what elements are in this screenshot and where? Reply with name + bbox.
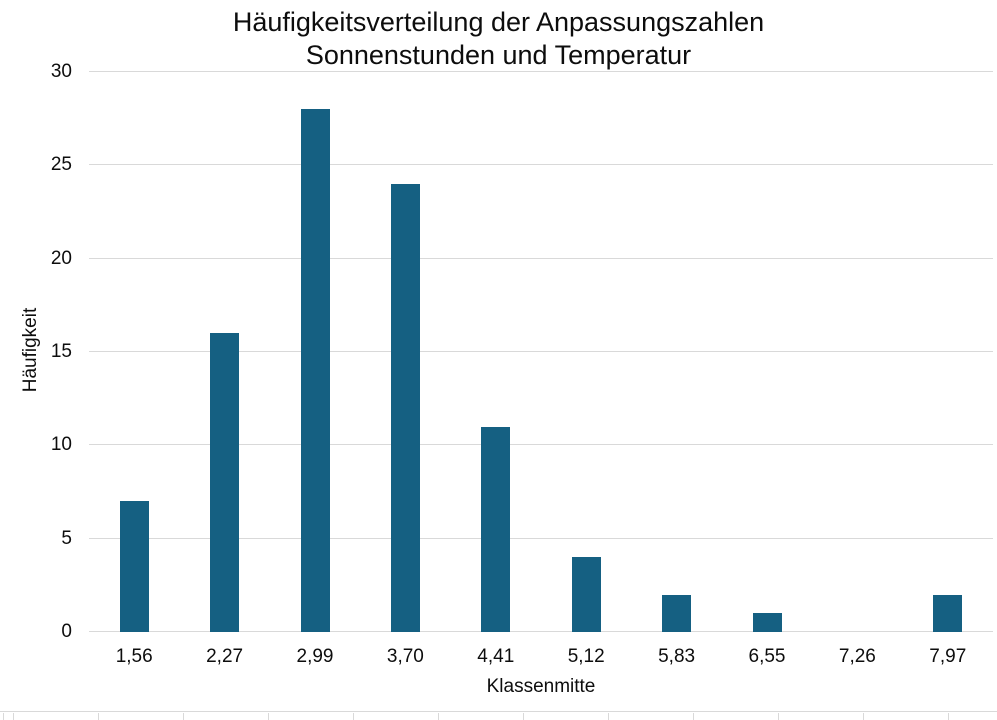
x-tick-label-7,97: 7,97 bbox=[929, 646, 967, 667]
worksheet-column-separator bbox=[608, 713, 609, 720]
chart-title-line-1: Häufigkeitsverteilung der Anpassungszahl… bbox=[232, 7, 765, 37]
y-tick-label-15: 15 bbox=[50, 341, 72, 362]
worksheet-column-separator bbox=[523, 713, 524, 720]
x-tick-label-3,70: 3,70 bbox=[386, 646, 424, 667]
bar-2,99[interactable] bbox=[300, 109, 330, 632]
gridline-20 bbox=[89, 257, 993, 259]
bar-2,27[interactable] bbox=[210, 333, 240, 632]
x-axis-line bbox=[89, 631, 993, 632]
x-tick-label-2,27: 2,27 bbox=[206, 646, 244, 667]
bar-5,12[interactable] bbox=[571, 557, 601, 632]
worksheet-grid-strip[interactable] bbox=[0, 711, 997, 720]
bar-5,83[interactable] bbox=[662, 594, 692, 632]
plot-area: 0 5 10 15 20 25 30 1,56 2,27 2,99 3,70 4,41 5,12 5,83… bbox=[51, 61, 993, 667]
x-tick-label-7,26: 7,26 bbox=[838, 646, 876, 667]
y-tick-label-30: 30 bbox=[50, 61, 72, 82]
worksheet-column-separator bbox=[693, 713, 694, 720]
y-axis-title: Häufigkeit bbox=[20, 307, 41, 393]
y-tick-label-20: 20 bbox=[50, 247, 72, 269]
gridline-15 bbox=[89, 351, 993, 352]
bar-4,41[interactable] bbox=[481, 426, 511, 632]
chart-title: Häufigkeitsverteilung der Anpassungszahl… bbox=[0, 6, 997, 72]
x-tick-label-4,41: 4,41 bbox=[477, 646, 515, 667]
x-tick-label-5,83: 5,83 bbox=[658, 646, 696, 667]
x-tick-label-5,12: 5,12 bbox=[567, 646, 605, 667]
x-tick-label-1,56: 1,56 bbox=[115, 646, 153, 667]
worksheet-column-separator bbox=[3, 713, 4, 720]
gridline-30 bbox=[89, 71, 993, 72]
y-tick-label-25: 25 bbox=[50, 154, 72, 176]
worksheet-column-separator bbox=[98, 713, 99, 720]
chart-title-line-2: Sonnenstunden und Temperatur bbox=[305, 40, 692, 70]
bar-3,70[interactable] bbox=[390, 184, 420, 632]
y-tick-label-0: 0 bbox=[61, 621, 72, 642]
y-tick-label-5: 5 bbox=[61, 527, 72, 549]
worksheet-column-separator bbox=[438, 713, 439, 720]
y-tick-label-10: 10 bbox=[50, 434, 72, 456]
worksheet-column-separator bbox=[353, 713, 354, 720]
worksheet-column-separator bbox=[863, 713, 864, 720]
gridline-10 bbox=[89, 444, 993, 446]
gridline-25 bbox=[89, 164, 993, 166]
bar-6,55[interactable] bbox=[752, 613, 782, 632]
gridline-5 bbox=[89, 537, 993, 539]
x-axis-title: Klassenmitte bbox=[486, 676, 596, 697]
worksheet-column-separator bbox=[778, 713, 779, 720]
worksheet-column-separator bbox=[13, 713, 14, 720]
bar-7,97[interactable] bbox=[933, 594, 963, 632]
worksheet-column-separator bbox=[268, 713, 269, 720]
x-tick-label-2,99: 2,99 bbox=[296, 646, 334, 667]
worksheet-column-separator bbox=[183, 713, 184, 720]
x-tick-label-6,55: 6,55 bbox=[748, 646, 786, 667]
worksheet-column-separator bbox=[948, 713, 949, 720]
bar-1,56[interactable] bbox=[119, 501, 149, 632]
